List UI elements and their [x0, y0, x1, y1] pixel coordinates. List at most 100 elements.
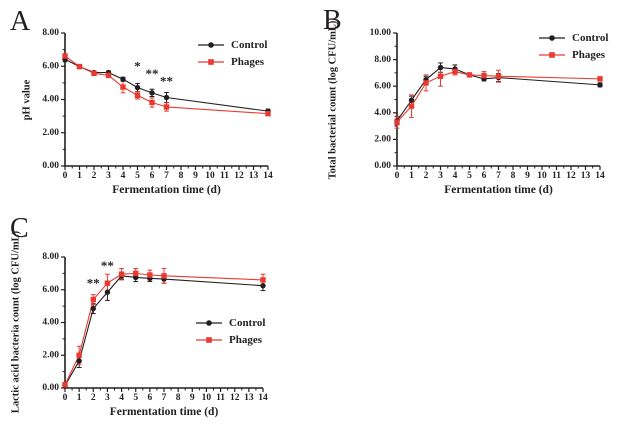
legend-entry-phages: Phages [196, 331, 265, 348]
y-tick-label: 2.00 [42, 128, 59, 138]
series-markers-phages [62, 53, 271, 117]
significance-marker: ** [146, 66, 159, 81]
circle-marker-icon [539, 34, 565, 41]
y-tick-label: 6.00 [374, 81, 391, 91]
panel-a-letter: A [10, 6, 31, 37]
panel-c: C 0.00 2.00 4.00 6.00 8.00 0 1 2 3 4 5 6 7 8 9 10 11 12 13… [0, 205, 320, 444]
x-tick-label: 5 [467, 171, 472, 181]
x-tick-label: 13 [581, 171, 591, 181]
y-tick-label: 4.00 [42, 318, 59, 328]
x-tick-label: 3 [105, 393, 110, 403]
x-tick-label: 3 [438, 171, 443, 181]
panel-c-x-axis-title: Fermentation time (d) [109, 406, 219, 418]
legend-entry-control: Control [196, 314, 265, 331]
panel-b: B 0.00 2.00 4.00 6.00 8.00 10.00 0 1 2 3 4 5 6 7 8 9 10 1… [318, 0, 638, 222]
x-tick-label: 1 [77, 393, 82, 403]
significance-marker: ** [101, 258, 114, 273]
x-tick-label: 7 [162, 393, 167, 403]
x-tick-label: 4 [121, 171, 126, 181]
significance-marker: * [134, 58, 141, 73]
panel-b-letter: B [323, 5, 342, 36]
panel-a-y-axis-title: pH value [21, 79, 33, 121]
legend-label: Phages [572, 48, 605, 61]
x-tick-label: 1 [77, 171, 82, 181]
legend-entry-control: Control [198, 36, 267, 53]
x-tick-label: 7 [496, 171, 501, 181]
x-tick-label: 4 [453, 171, 458, 181]
x-tick-label: 6 [150, 171, 155, 181]
y-tick-label: 0.00 [42, 383, 59, 393]
x-tick-label: 8 [179, 171, 184, 181]
x-tick-label: 14 [263, 171, 273, 181]
circle-marker-icon [196, 319, 222, 326]
panel-a-x-axis-title: Fermentation time (d) [112, 184, 221, 196]
y-tick-label: 6.00 [42, 285, 59, 295]
series-markers-phages [394, 68, 603, 125]
y-tick-label: 6.00 [42, 61, 59, 71]
legend-label: Control [229, 316, 266, 329]
x-tick-label: 0 [395, 171, 400, 181]
x-tick-label: 12 [230, 393, 240, 403]
x-tick-label: 14 [258, 393, 268, 403]
x-tick-label: 12 [234, 171, 244, 181]
y-tick-label: 8.00 [374, 55, 391, 65]
square-marker-icon [196, 336, 222, 343]
x-tick-label: 10 [205, 171, 215, 181]
x-tick-label: 0 [63, 171, 68, 181]
x-tick-label: 9 [190, 393, 195, 403]
x-tick-label: 11 [552, 171, 561, 181]
legend-label: Phages [229, 333, 262, 346]
panel-b-legend: Control Phages [539, 29, 608, 63]
y-tick-label: 0.00 [42, 161, 59, 171]
panel-b-y-axis-title: Total bacterial count (log CFU/mL) [327, 20, 339, 180]
x-tick-label: 5 [133, 393, 138, 403]
x-tick-label: 3 [106, 171, 111, 181]
panel-c-legend: Control Phages [196, 314, 265, 348]
x-tick-label: 2 [424, 171, 429, 181]
x-tick-label: 11 [216, 393, 225, 403]
x-tick-label: 2 [92, 171, 97, 181]
x-tick-label: 9 [525, 171, 530, 181]
legend-label: Control [231, 38, 268, 51]
x-tick-label: 12 [566, 171, 576, 181]
x-tick-label: 7 [164, 171, 169, 181]
x-tick-label: 13 [249, 171, 259, 181]
y-tick-label: 2.00 [42, 350, 59, 360]
panel-c-letter: C [10, 213, 29, 244]
y-tick-label: 2.00 [374, 135, 391, 145]
x-tick-label: 6 [147, 393, 152, 403]
y-tick-label: 4.00 [374, 108, 391, 118]
y-tick-label: 10.00 [370, 28, 392, 38]
x-tick-label: 9 [193, 171, 198, 181]
square-marker-icon [539, 51, 565, 58]
panel-a-line-chart: 0.002.004.006.008.000 1 2 3 4 5 6 7 8 9 10 11 12 13 14… [42, 28, 273, 181]
circle-marker-icon [198, 41, 224, 48]
legend-entry-phages: Phages [539, 46, 608, 63]
y-tick-label: 0.00 [374, 161, 391, 171]
significance-marker: ** [160, 73, 173, 88]
x-tick-label: 8 [176, 393, 181, 403]
x-tick-label: 8 [511, 171, 516, 181]
series-markers-phages [62, 270, 266, 388]
x-tick-label: 0 [63, 393, 68, 403]
square-marker-icon [198, 58, 224, 65]
x-tick-label: 5 [135, 171, 140, 181]
legend-label: Phages [231, 55, 264, 68]
legend-entry-control: Control [539, 29, 608, 46]
panel-c-line-chart: 0.002.004.006.008.000 1 2 3 4 5 6 7 8 9 10 11 12 13 14… [42, 252, 268, 403]
y-tick-label: 8.00 [42, 252, 59, 262]
panel-a: A 0.00 2.00 4.00 6.00 8.00 0 1 2 3 4 5 6 7 8 9 10 11 12 13… [0, 0, 320, 222]
x-tick-label: 10 [537, 171, 547, 181]
significance-marker: ** [87, 275, 100, 290]
legend-label: Control [572, 31, 609, 44]
legend-entry-phages: Phages [198, 53, 267, 70]
panel-c-y-axis-title: Lactic acid bacteria count (log CFU/mL) [10, 230, 22, 414]
x-tick-label: 13 [244, 393, 254, 403]
x-tick-label: 1 [409, 171, 414, 181]
panel-a-legend: Control Phages [198, 36, 267, 70]
panel-b-x-axis-title: Fermentation time (d) [444, 184, 553, 196]
x-tick-label: 2 [91, 393, 96, 403]
x-tick-label: 14 [595, 171, 605, 181]
